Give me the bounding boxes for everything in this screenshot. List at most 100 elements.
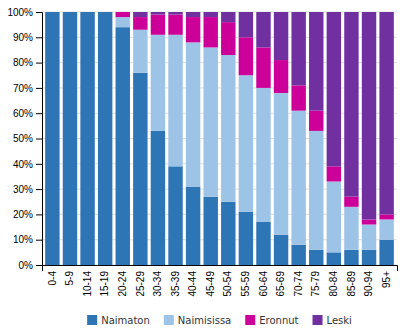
bar <box>221 202 235 265</box>
tick-mark <box>36 214 42 215</box>
tick-label: 40-44 <box>187 271 198 297</box>
bar <box>168 35 182 167</box>
bar <box>186 12 200 17</box>
tick-label: 50-54 <box>222 271 233 297</box>
grid-line <box>42 163 397 164</box>
bar <box>45 12 59 13</box>
tick-label: 85-89 <box>346 271 357 297</box>
tick-mark <box>36 189 42 190</box>
bar <box>45 12 59 265</box>
bar <box>362 225 376 250</box>
grid-line <box>42 62 397 63</box>
tick: 100% <box>7 7 42 18</box>
bar <box>186 187 200 265</box>
bar <box>168 15 182 35</box>
tick-label: 40% <box>13 159 33 170</box>
grid-line <box>42 113 397 114</box>
bar <box>327 252 341 265</box>
tick-mark <box>36 113 42 114</box>
bar <box>63 12 77 13</box>
tick: 90-94 <box>363 271 374 297</box>
legend-item: Eronnut <box>245 315 298 326</box>
bar <box>221 55 235 202</box>
bar <box>309 111 323 131</box>
series <box>133 12 394 219</box>
legend-swatch <box>313 315 323 325</box>
bar <box>168 166 182 265</box>
bar <box>133 30 147 73</box>
legend-item: Naimaton <box>87 315 150 326</box>
bar <box>151 131 165 265</box>
tick-label: 50% <box>13 133 33 144</box>
bar <box>203 197 217 265</box>
tick: 80% <box>13 57 42 68</box>
tick-mark <box>36 265 42 266</box>
tick: 10-14 <box>82 271 93 297</box>
bar <box>186 42 200 186</box>
tick-label: 20-24 <box>117 271 128 297</box>
grid-line <box>42 214 397 215</box>
bar <box>186 17 200 42</box>
tick: 20-24 <box>117 271 128 297</box>
bars <box>45 12 394 265</box>
grid-line <box>42 37 397 38</box>
bar <box>116 27 130 265</box>
bar <box>327 166 341 181</box>
tick-label: 45-49 <box>205 271 216 297</box>
bar <box>221 22 235 55</box>
bar <box>362 219 376 224</box>
bar <box>116 17 130 27</box>
tick-label: 90-94 <box>363 271 374 297</box>
x-axis: 0-45-910-1415-1920-2425-2930-3435-3940-4… <box>43 266 398 297</box>
bar <box>274 235 288 265</box>
bar <box>362 250 376 265</box>
bar <box>221 12 235 22</box>
legend-label: Leski <box>327 315 352 326</box>
bar <box>98 12 112 13</box>
bar <box>98 12 112 13</box>
plot: 0%10%20%30%40%50%60%70%80%90%100%0-45-91… <box>7 7 397 297</box>
chart: 0%10%20%30%40%50%60%70%80%90%100%0-45-91… <box>0 0 409 331</box>
series <box>116 12 394 225</box>
tick-label: 60-64 <box>258 271 269 297</box>
bar <box>98 12 112 265</box>
bar <box>327 12 341 166</box>
legend-label: Naimisissa <box>178 315 231 326</box>
tick-label: 5-9 <box>64 271 75 286</box>
bar <box>291 12 305 85</box>
tick: 10% <box>13 234 42 245</box>
bar <box>309 131 323 250</box>
bar <box>151 15 165 35</box>
bar <box>168 12 182 15</box>
bar <box>80 12 94 13</box>
tick: 80-84 <box>328 271 339 297</box>
tick: 40% <box>13 159 42 170</box>
bar <box>63 12 77 13</box>
tick: 5-9 <box>64 271 75 286</box>
tick-label: 75-79 <box>310 271 321 297</box>
tick: 35-39 <box>170 271 181 297</box>
tick: 0-4 <box>47 271 58 286</box>
tick-label: 60% <box>13 108 33 119</box>
bar <box>379 12 393 214</box>
tick-label: 65-69 <box>275 271 286 297</box>
bar <box>80 12 94 13</box>
bar <box>239 12 253 37</box>
tick-mark <box>36 164 42 165</box>
grid-line <box>42 87 397 88</box>
bar <box>239 212 253 265</box>
legend-label: Naimaton <box>101 315 150 326</box>
bar <box>256 47 270 87</box>
bar <box>344 250 358 265</box>
tick-label: 30% <box>13 184 33 195</box>
tick: 50% <box>13 133 42 144</box>
bar <box>45 12 59 13</box>
tick-label: 20% <box>13 209 33 220</box>
tick: 75-79 <box>310 271 321 297</box>
bar <box>116 12 130 17</box>
tick: 25-29 <box>135 271 146 297</box>
tick-label: 0% <box>19 260 34 271</box>
legend: Naimaton Naimisissa Eronnut Leski <box>87 315 352 326</box>
bar <box>151 12 165 15</box>
tick: 50-54 <box>222 271 233 297</box>
